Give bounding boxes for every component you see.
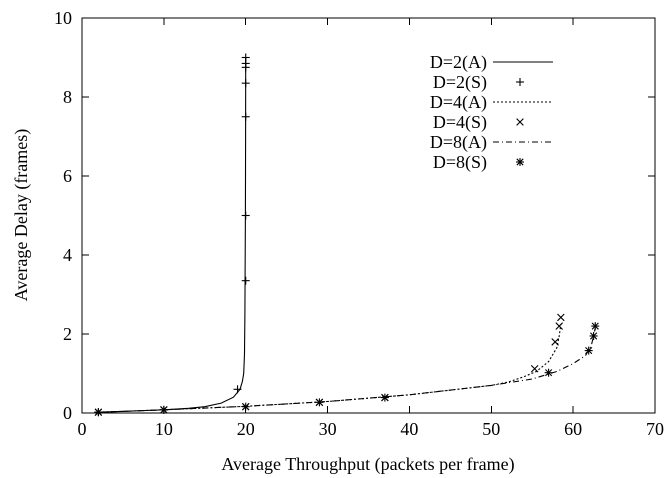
data-point <box>591 322 600 331</box>
x-tick-label: 10 <box>155 419 173 439</box>
x-tick-label: 0 <box>78 419 87 439</box>
data-point <box>315 398 324 407</box>
legend-label: D=2(S) <box>433 72 487 93</box>
series-2 <box>98 324 562 413</box>
x-tick-label: 70 <box>646 419 664 439</box>
y-tick-label: 8 <box>63 87 72 107</box>
series-line <box>98 57 247 413</box>
y-tick-label: 4 <box>63 245 72 265</box>
legend-label: D=8(S) <box>433 152 487 173</box>
y-axis-title: Average Delay (frames) <box>11 129 32 302</box>
data-point <box>241 402 250 411</box>
series-0 <box>98 57 247 413</box>
x-tick-label: 50 <box>482 419 500 439</box>
data-point <box>241 112 250 121</box>
legend-label: D=8(A) <box>430 132 487 153</box>
series-3 <box>94 313 565 416</box>
data-point <box>557 313 565 322</box>
data-point <box>551 338 559 346</box>
series-5 <box>94 322 600 417</box>
data-point <box>241 79 250 88</box>
legend: D=2(A)D=2(S)D=4(A)D=4(S)D=8(A)D=8(S) <box>430 52 553 173</box>
y-tick-label: 0 <box>63 403 72 423</box>
legend-label: D=4(A) <box>430 92 487 113</box>
data-point <box>380 393 389 402</box>
x-tick-label: 30 <box>319 419 337 439</box>
data-point <box>584 346 593 355</box>
legend-swatch <box>516 78 524 86</box>
data-point <box>530 364 539 373</box>
y-tick-label: 10 <box>54 8 72 28</box>
axes: 0 10 20 30 40 50 60 70 0 2 4 6 8 10 <box>54 8 664 439</box>
data-point <box>233 385 242 394</box>
y-tick-label: 6 <box>63 166 72 186</box>
y-tick-label: 2 <box>63 324 72 344</box>
data-point <box>241 276 250 285</box>
data-point <box>544 368 553 377</box>
data-point <box>589 331 598 340</box>
plot-frame <box>81 17 656 414</box>
series-4 <box>98 327 596 413</box>
legend-swatch <box>516 158 524 166</box>
x-axis-title: Average Throughput (packets per frame) <box>221 454 514 475</box>
data-point <box>555 322 564 330</box>
data-point <box>241 211 250 220</box>
x-tick-label: 60 <box>564 419 582 439</box>
data-point <box>241 53 250 62</box>
series-line <box>98 327 596 413</box>
data-point <box>94 408 103 417</box>
legend-swatch <box>516 118 524 126</box>
series-1 <box>94 53 250 417</box>
series-line <box>98 324 562 413</box>
x-tick-label: 20 <box>237 419 255 439</box>
legend-label: D=2(A) <box>430 52 487 73</box>
x-tick-label: 40 <box>400 419 418 439</box>
legend-label: D=4(S) <box>433 112 487 133</box>
data-point <box>159 405 168 414</box>
series-layer <box>94 53 600 417</box>
